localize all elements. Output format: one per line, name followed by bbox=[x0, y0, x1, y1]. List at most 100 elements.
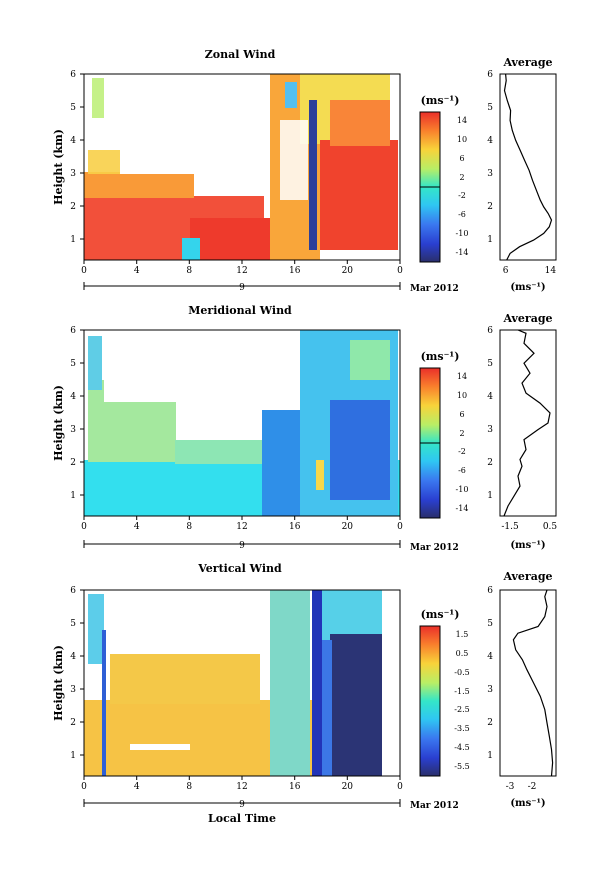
colorbar-tick: 6 bbox=[459, 154, 464, 163]
average-line bbox=[503, 73, 553, 261]
colorbar-tick: -0.5 bbox=[454, 668, 469, 677]
colorbar-tick: -5.5 bbox=[454, 762, 469, 771]
y-tick-label: 6 bbox=[70, 326, 76, 336]
x-axis-label: Local Time bbox=[208, 812, 276, 825]
date-suffix: Mar 2012 bbox=[410, 543, 459, 553]
x-tick-label: 0 bbox=[81, 522, 87, 532]
panel-zonal-wind: Zonal Wind 1 2 3 4 5 6 Height (km bbox=[52, 48, 557, 294]
y-tick-label: 4 bbox=[70, 136, 76, 146]
x-tick-label: 20 bbox=[342, 266, 354, 276]
x-tick-label: 8 bbox=[186, 782, 192, 792]
average-title: Average bbox=[502, 570, 552, 583]
field-region-east-deep bbox=[312, 590, 322, 776]
field-region-east-red bbox=[320, 140, 398, 250]
field-region-west-cyan bbox=[88, 594, 104, 664]
x-tick-label: 4 bbox=[134, 522, 140, 532]
average-y-tick: 5 bbox=[487, 619, 493, 629]
colorbar-tick: -6 bbox=[458, 210, 466, 219]
average-y-tick: 6 bbox=[487, 586, 493, 596]
average-frame bbox=[499, 329, 557, 517]
average-y-tick: 1 bbox=[487, 491, 493, 501]
panel-vertical-wind: Vertical Wind 1 2 3 4 5 6 Height (km) bbox=[52, 562, 557, 825]
field-region-west-upper bbox=[92, 78, 104, 118]
average-y-tick: 1 bbox=[487, 235, 493, 245]
y-axis-label: Height (km) bbox=[52, 129, 65, 205]
colorbar-tick: -10 bbox=[456, 485, 469, 494]
colorbar-tick: 10 bbox=[457, 135, 467, 144]
y-tick-label: 2 bbox=[70, 718, 76, 728]
colorbar-tick: -3.5 bbox=[454, 724, 469, 733]
y-tick-label: 4 bbox=[70, 652, 76, 662]
y-tick-label: 3 bbox=[70, 425, 76, 435]
x-tick-label: 0 bbox=[397, 522, 403, 532]
colorbar-tick: -14 bbox=[456, 504, 469, 513]
average-y-tick: 4 bbox=[487, 136, 493, 146]
colorbar-tick: -4.5 bbox=[454, 743, 469, 752]
average-y-tick: 1 bbox=[487, 751, 493, 761]
panel-meridional-wind: Meridional Wind 1 2 3 4 5 6 Height (km) bbox=[52, 304, 557, 553]
colorbar-tick: -6 bbox=[458, 466, 466, 475]
x-axis: 0 4 8 12 16 20 0 9 Mar 2012 bbox=[81, 516, 459, 553]
colorbar-tick: -2 bbox=[458, 447, 466, 456]
y-tick-label: 6 bbox=[70, 70, 76, 80]
data-gap bbox=[118, 596, 268, 648]
field-region-east-orange bbox=[330, 100, 390, 146]
data-gap bbox=[130, 744, 190, 750]
average-x-tick: 0.5 bbox=[543, 522, 558, 532]
y-tick-label: 3 bbox=[70, 685, 76, 695]
x-tick-label: 20 bbox=[342, 782, 354, 792]
chart-title: Meridional Wind bbox=[188, 304, 292, 317]
average-x-label: (ms⁻¹) bbox=[510, 282, 545, 293]
average-frame bbox=[499, 589, 557, 777]
y-axis-label: Height (km) bbox=[52, 645, 65, 721]
x-axis: 0 4 8 12 16 20 0 9 Mar 2012 Local Time bbox=[81, 776, 459, 825]
y-axis: 1 2 3 4 5 6 Height (km) bbox=[52, 70, 84, 245]
x-tick-label: 16 bbox=[289, 782, 301, 792]
average-y-tick: 2 bbox=[487, 718, 493, 728]
chart-title: Vertical Wind bbox=[197, 562, 282, 575]
heatmap-field bbox=[84, 74, 400, 260]
field-region-low-west-top bbox=[84, 172, 194, 198]
x-tick-label: 12 bbox=[236, 782, 247, 792]
average-line bbox=[503, 329, 551, 517]
colorbar-unit: (ms⁻¹) bbox=[421, 94, 460, 107]
y-tick-label: 1 bbox=[70, 751, 76, 761]
field-region-east-deep bbox=[330, 400, 390, 500]
field-region-negative-strip bbox=[309, 100, 317, 250]
data-gap bbox=[176, 400, 256, 440]
x-tick-label: 0 bbox=[397, 266, 403, 276]
average-y-tick: 3 bbox=[487, 425, 493, 435]
date-label: 9 bbox=[239, 800, 245, 810]
x-tick-label: 16 bbox=[289, 522, 301, 532]
average-title: Average bbox=[502, 312, 552, 325]
date-label: 9 bbox=[239, 283, 245, 293]
average-x-tick: 14 bbox=[545, 266, 557, 276]
average-y-tick: 3 bbox=[487, 169, 493, 179]
field-region-east-green bbox=[350, 340, 390, 380]
x-tick-label: 0 bbox=[81, 782, 87, 792]
x-tick-label: 4 bbox=[134, 266, 140, 276]
field-region-east-mixed bbox=[270, 590, 310, 776]
colorbar-tick: 10 bbox=[457, 391, 467, 400]
colorbar-tick: 0.5 bbox=[456, 649, 469, 658]
field-region-east-cyan bbox=[322, 590, 382, 640]
data-gap bbox=[104, 342, 264, 402]
field-region-yellow-patch bbox=[316, 460, 324, 490]
colorbar-tick: 1.5 bbox=[456, 630, 469, 639]
chart-title: Zonal Wind bbox=[205, 48, 276, 61]
average-profile: Average 1 2 3 4 5 6 -3 -2 (ms⁻¹) bbox=[487, 570, 557, 809]
x-tick-label: 0 bbox=[81, 266, 87, 276]
x-axis: 0 4 8 12 16 20 0 9 Mar 2012 bbox=[81, 260, 459, 294]
y-tick-label: 1 bbox=[70, 235, 76, 245]
field-region-mid bbox=[110, 654, 260, 704]
colorbar-tick: -14 bbox=[456, 248, 469, 257]
average-y-tick: 6 bbox=[487, 326, 493, 336]
average-y-tick: 5 bbox=[487, 103, 493, 113]
y-tick-label: 5 bbox=[70, 103, 76, 113]
date-suffix: Mar 2012 bbox=[410, 284, 459, 294]
average-y-tick: 5 bbox=[487, 359, 493, 369]
field-region-west-blue-strip bbox=[102, 630, 106, 776]
average-x-tick: 6 bbox=[503, 266, 509, 276]
average-line bbox=[512, 589, 554, 777]
colorbar-unit: (ms⁻¹) bbox=[421, 350, 460, 363]
